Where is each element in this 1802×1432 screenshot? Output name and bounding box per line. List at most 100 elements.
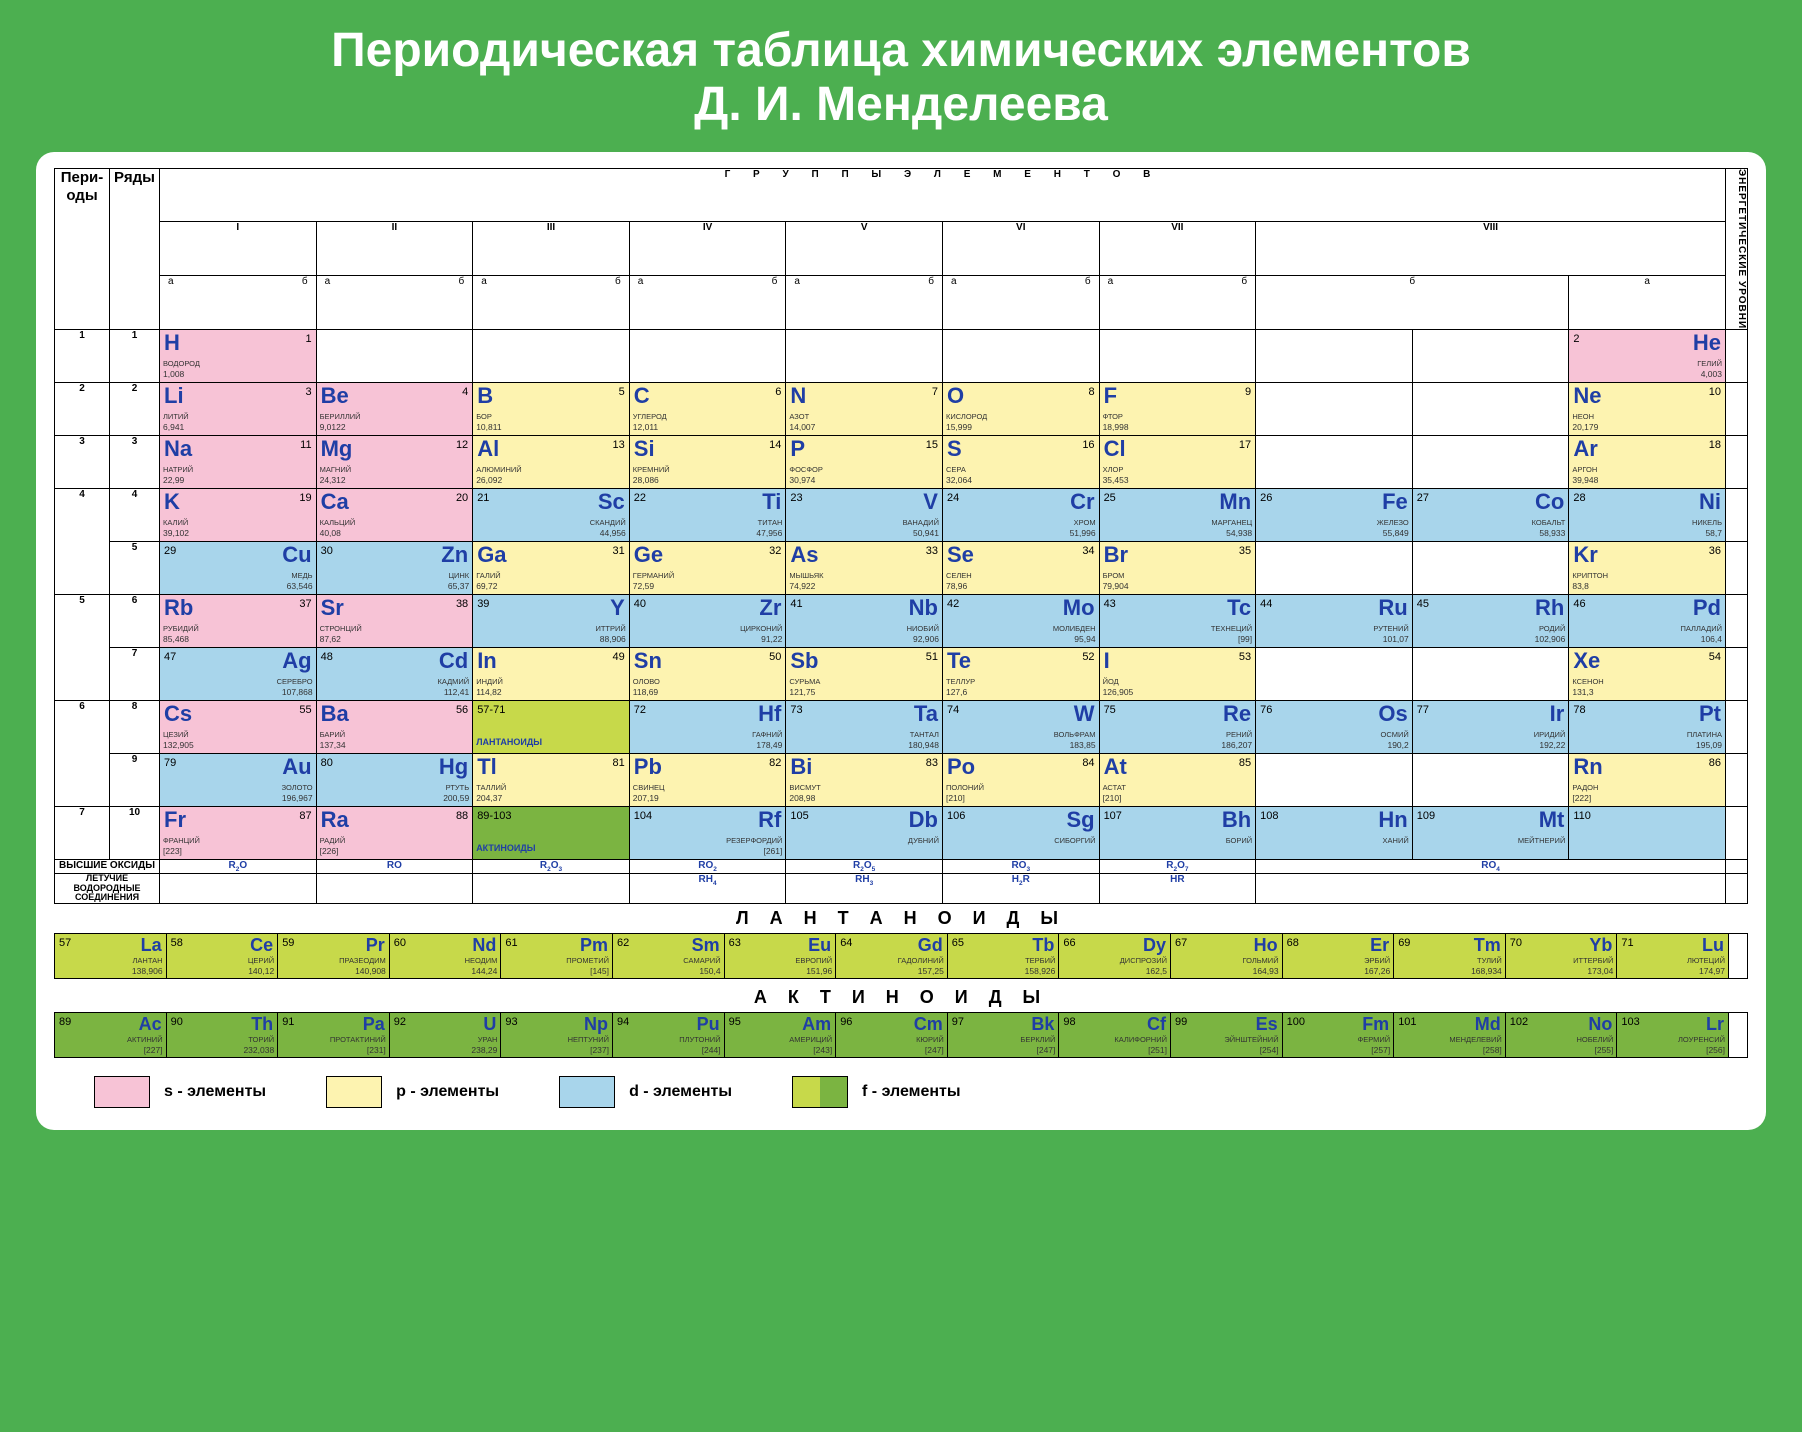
element-Se: Se 34 СЕЛЕН 78,96 bbox=[943, 542, 1099, 594]
element-Sm: 62 Sm САМАРИЙ 150,4 bbox=[613, 934, 725, 978]
element-N: N 7 АЗОТ 14,007 bbox=[786, 383, 942, 435]
element-Tm: 69 Tm ТУЛИЙ 168,934 bbox=[1394, 934, 1506, 978]
element-Bk: 97 Bk БЕРКЛИЙ [247] bbox=[948, 1013, 1060, 1057]
element-Fr: Fr 87 ФРАНЦИЙ [223] bbox=[160, 807, 316, 859]
element-Co: Co 27 КОБАЛЬТ 58,933 bbox=[1413, 489, 1569, 541]
element-Cf: 98 Cf КАЛИФОРНИЙ [251] bbox=[1059, 1013, 1171, 1057]
element-Lr: 103 Lr ЛОУРЕНСИЙ [256] bbox=[1617, 1013, 1729, 1057]
element-Rf: Rf 104 РЕЗЕРФОРДИЙ [261] bbox=[630, 807, 786, 859]
legend-label: p - элементы bbox=[396, 1083, 499, 1101]
legend-swatch bbox=[792, 1076, 848, 1108]
element-Be: Be 4 БЕРИЛЛИЙ 9,0122 bbox=[317, 383, 473, 435]
element-Fe: Fe 26 ЖЕЛЕЗО 55,849 bbox=[1256, 489, 1412, 541]
element-Ni: Ni 28 НИКЕЛЬ 58,7 bbox=[1569, 489, 1725, 541]
element-Ru: Ru 44 РУТЕНИЙ 101,07 bbox=[1256, 595, 1412, 647]
element-F: F 9 ФТОР 18,998 bbox=[1100, 383, 1256, 435]
element-As: As 33 МЫШЬЯК 74,922 bbox=[786, 542, 942, 594]
element-Es: 99 Es ЭЙНШТЕЙНИЙ [254] bbox=[1171, 1013, 1283, 1057]
table-card: Пери- оды Ряды Г Р У П П Ы Э Л Е М Е Н Т… bbox=[36, 152, 1766, 1131]
lanthanides-strip: 57 La ЛАНТАН 138,906 58 Ce ЦЕРИЙ 140,12 … bbox=[54, 933, 1748, 979]
periodic-table: Пери- оды Ряды Г Р У П П Ы Э Л Е М Е Н Т… bbox=[54, 168, 1748, 905]
element-Tb: 65 Tb ТЕРБИЙ 158,926 bbox=[948, 934, 1060, 978]
element-Cu: Cu 29 МЕДЬ 63,546 bbox=[160, 542, 316, 594]
element-K: K 19 КАЛИЙ 39,102 bbox=[160, 489, 316, 541]
legend-item: p - элементы bbox=[326, 1076, 499, 1108]
element-Po: Po 84 ПОЛОНИЙ [210] bbox=[943, 754, 1099, 806]
element-He: He 2 ГЕЛИЙ 4,003 bbox=[1569, 330, 1725, 382]
page-title: Периодическая таблица химических элемент… bbox=[36, 24, 1766, 132]
element-Cr: Cr 24 ХРОМ 51,996 bbox=[943, 489, 1099, 541]
element-Ir: Ir 77 ИРИДИЙ 192,22 bbox=[1413, 701, 1569, 753]
element-Cm: 96 Cm КЮРИЙ [247] bbox=[836, 1013, 948, 1057]
element-Nd: 60 Nd НЕОДИМ 144,24 bbox=[390, 934, 502, 978]
element-Eu: 63 Eu ЕВРОПИЙ 151,96 bbox=[725, 934, 837, 978]
element-Hn: Hn 108 ХАНИЙ bbox=[1256, 807, 1412, 859]
element-Rb: Rb 37 РУБИДИЙ 85,468 bbox=[160, 595, 316, 647]
element-Na: Na 11 НАТРИЙ 22,99 bbox=[160, 436, 316, 488]
element-Au: Au 79 ЗОЛОТО 196,967 bbox=[160, 754, 316, 806]
element-Pr: 59 Pr ПРАЗЕОДИМ 140,908 bbox=[278, 934, 390, 978]
element-Kr: Kr 36 КРИПТОН 83,8 bbox=[1569, 542, 1725, 594]
element-Nb: Nb 41 НИОБИЙ 92,906 bbox=[786, 595, 942, 647]
element-Sn: Sn 50 ОЛОВО 118,69 bbox=[630, 648, 786, 700]
legend-item: s - элементы bbox=[94, 1076, 266, 1108]
legend-swatch bbox=[94, 1076, 150, 1108]
element-Ac: 89 Ac АКТИНИЙ [227] bbox=[55, 1013, 167, 1057]
element-Er: 68 Er ЭРБИЙ 167,26 bbox=[1283, 934, 1395, 978]
element-O: O 8 КИСЛОРОД 15,999 bbox=[943, 383, 1099, 435]
element-Al: Al 13 АЛЮМИНИЙ 26,092 bbox=[473, 436, 629, 488]
element-Pu: 94 Pu ПЛУТОНИЙ [244] bbox=[613, 1013, 725, 1057]
element-Pb: Pb 82 СВИНЕЦ 207,19 bbox=[630, 754, 786, 806]
element-Ca: Ca 20 КАЛЬЦИЙ 40,08 bbox=[317, 489, 473, 541]
element-B: B 5 БОР 10,811 bbox=[473, 383, 629, 435]
element-Ne: Ne 10 НЕОН 20,179 bbox=[1569, 383, 1725, 435]
element-Ar: Ar 18 АРГОН 39,948 bbox=[1569, 436, 1725, 488]
element-Tc: Tc 43 ТЕХНЕЦИЙ [99] bbox=[1100, 595, 1256, 647]
element-La: 57 La ЛАНТАН 138,906 bbox=[55, 934, 167, 978]
element-Ag: Ag 47 СЕРЕБРО 107,868 bbox=[160, 648, 316, 700]
element-Ta: Ta 73 ТАНТАЛ 180,948 bbox=[786, 701, 942, 753]
element-Mg: Mg 12 МАГНИЙ 24,312 bbox=[317, 436, 473, 488]
element-U: 92 U УРАН 238,29 bbox=[390, 1013, 502, 1057]
element-Cd: Cd 48 КАДМИЙ 112,41 bbox=[317, 648, 473, 700]
element-I: I 53 ЙОД 126,905 bbox=[1100, 648, 1256, 700]
lanthanides-header: Л А Н Т А Н О И Д Ы bbox=[54, 904, 1748, 933]
element-Cs: Cs 55 ЦЕЗИЙ 132,905 bbox=[160, 701, 316, 753]
element-C: C 6 УГЛЕРОД 12,011 bbox=[630, 383, 786, 435]
element-Te: Te 52 ТЕЛЛУР 127,6 bbox=[943, 648, 1099, 700]
element-Sg: Sg 106 СИБОРГИЙ bbox=[943, 807, 1099, 859]
element-Mo: Mo 42 МОЛИБДЕН 95,94 bbox=[943, 595, 1099, 647]
element-Pd: Pd 46 ПАЛЛАДИЙ 106,4 bbox=[1569, 595, 1725, 647]
element-Y: Y 39 ИТТРИЙ 88,906 bbox=[473, 595, 629, 647]
legend-swatch bbox=[326, 1076, 382, 1108]
element-Am: 95 Am АМЕРИЦИЙ [243] bbox=[725, 1013, 837, 1057]
element-Gd: 64 Gd ГАДОЛИНИЙ 157,25 bbox=[836, 934, 948, 978]
element-Xe: Xe 54 КСЕНОН 131,3 bbox=[1569, 648, 1725, 700]
element-Re: Re 75 РЕНИЙ 186,207 bbox=[1100, 701, 1256, 753]
element-Hg: Hg 80 РТУТЬ 200,59 bbox=[317, 754, 473, 806]
legend: s - элементыp - элементыd - элементыf - … bbox=[54, 1076, 1748, 1108]
element-Rn: Rn 86 РАДОН [222] bbox=[1569, 754, 1725, 806]
actinides-header: А К Т И Н О И Д Ы bbox=[54, 983, 1748, 1012]
element-Lu: 71 Lu ЛЮТЕЦИЙ 174,97 bbox=[1617, 934, 1729, 978]
element-Tl: Tl 81 ТАЛЛИЙ 204,37 bbox=[473, 754, 629, 806]
element-Dy: 66 Dy ДИСПРОЗИЙ 162,5 bbox=[1059, 934, 1171, 978]
element-Br: Br 35 БРОМ 79,904 bbox=[1100, 542, 1256, 594]
actinides-strip: 89 Ac АКТИНИЙ [227] 90 Th ТОРИЙ 232,038 … bbox=[54, 1012, 1748, 1058]
element-Os: Os 76 ОСМИЙ 190,2 bbox=[1256, 701, 1412, 753]
element-Cl: Cl 17 ХЛОР 35,453 bbox=[1100, 436, 1256, 488]
element-110: 110 bbox=[1569, 807, 1725, 859]
element-Bi: Bi 83 ВИСМУТ 208,98 bbox=[786, 754, 942, 806]
element-Md: 101 Md МЕНДЕЛЕВИЙ [258] bbox=[1394, 1013, 1506, 1057]
element-Np: 93 Np НЕПТУНИЙ [237] bbox=[501, 1013, 613, 1057]
element-At: At 85 АСТАТ [210] bbox=[1100, 754, 1256, 806]
element-Ga: Ga 31 ГАЛИЙ 69,72 bbox=[473, 542, 629, 594]
element-Mn: Mn 25 МАРГАНЕЦ 54,938 bbox=[1100, 489, 1256, 541]
element-Fm: 100 Fm ФЕРМИЙ [257] bbox=[1283, 1013, 1395, 1057]
element-Zr: Zr 40 ЦИРКОНИЙ 91,22 bbox=[630, 595, 786, 647]
element-Mt: Mt 109 МЕЙТНЕРИЙ bbox=[1413, 807, 1569, 859]
element-Li: Li 3 ЛИТИЙ 6,941 bbox=[160, 383, 316, 435]
legend-label: f - элементы bbox=[862, 1083, 961, 1101]
element-Yb: 70 Yb ИТТЕРБИЙ 173,04 bbox=[1506, 934, 1618, 978]
element-Ho: 67 Ho ГОЛЬМИЙ 164,93 bbox=[1171, 934, 1283, 978]
